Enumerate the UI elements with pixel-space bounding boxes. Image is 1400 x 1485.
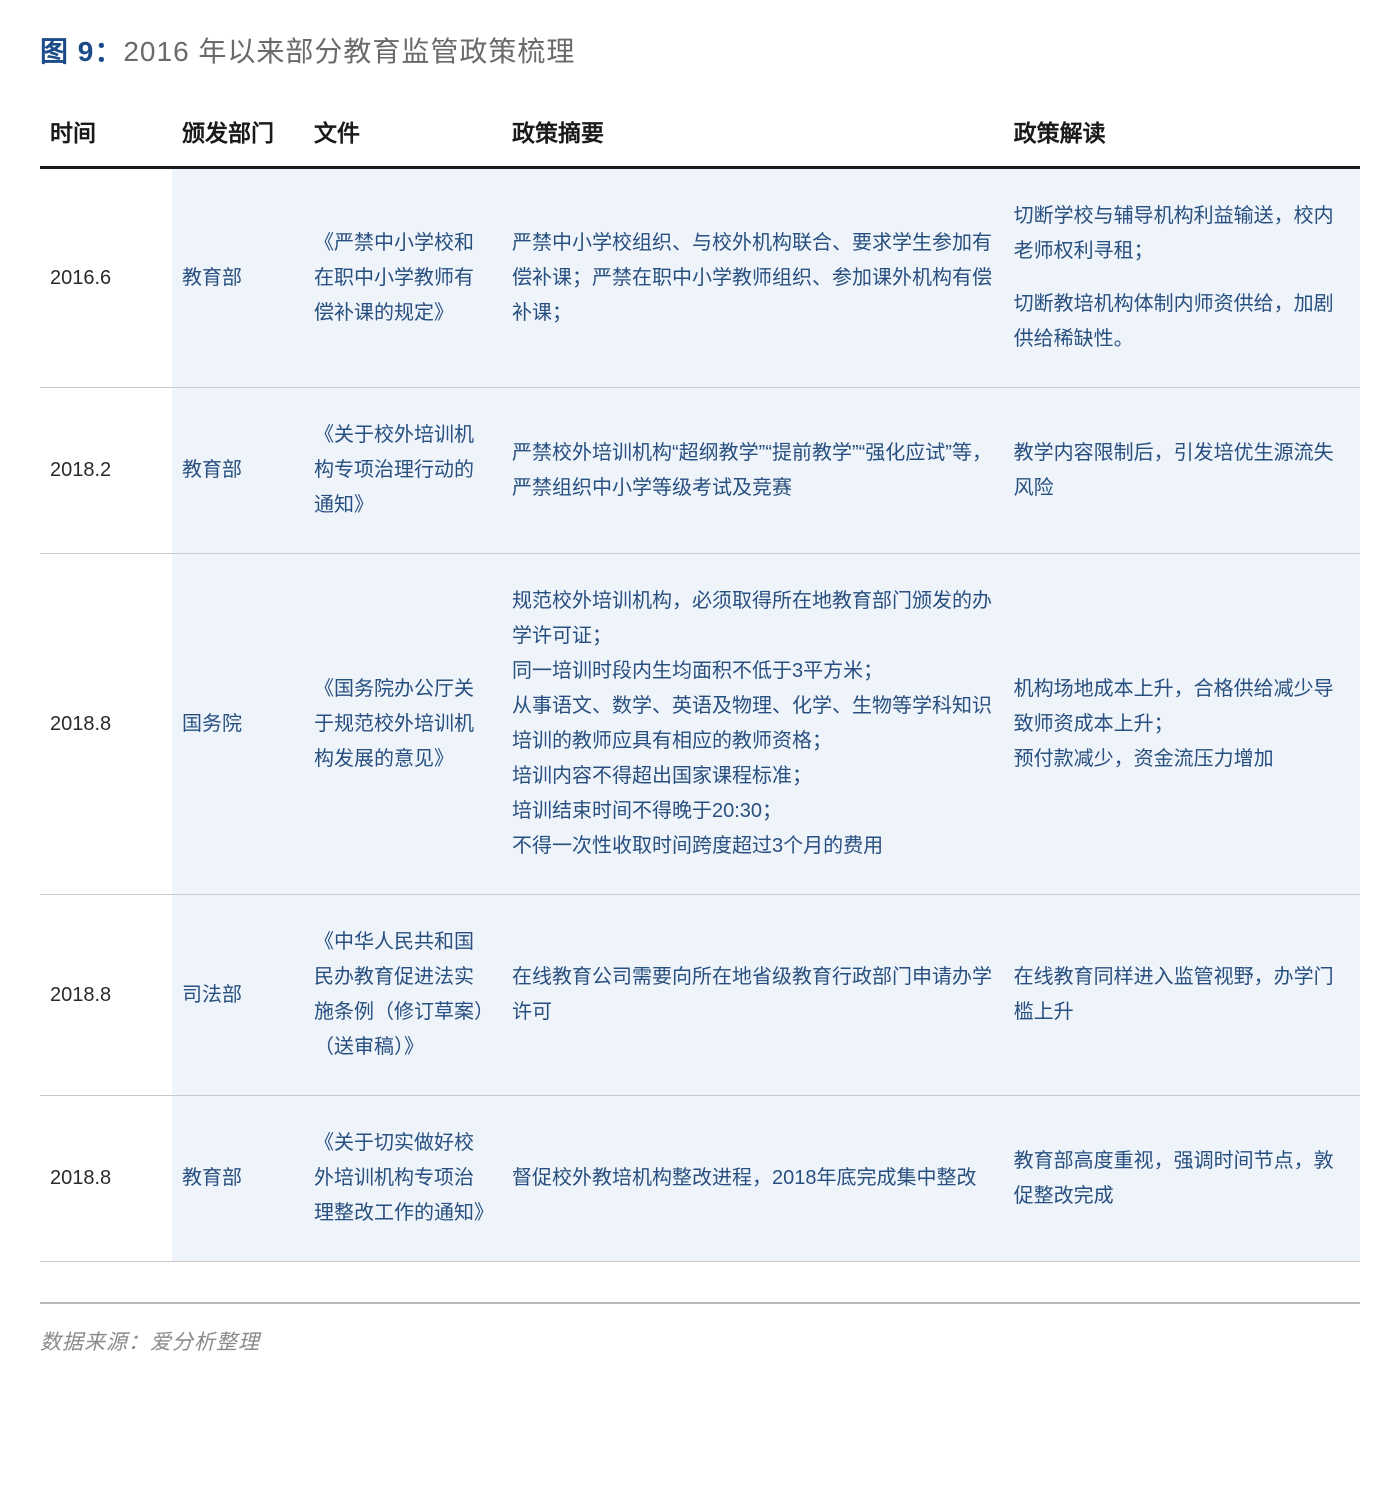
figure-number: 图 9： xyxy=(40,36,123,67)
interp-line: 预付款减少，资金流压力增加 xyxy=(1014,748,1274,770)
table-header-row: 时间 颁发部门 文件 政策摘要 政策解读 xyxy=(40,98,1360,168)
cell-doc: 《关于切实做好校外培训机构专项治理整改工作的通知》 xyxy=(304,1096,502,1262)
cell-summary: 督促校外教培机构整改进程，2018年底完成集中整改 xyxy=(502,1096,1004,1262)
figure-caption: 2016 年以来部分教育监管政策梳理 xyxy=(123,36,575,67)
col-header-time: 时间 xyxy=(40,98,172,168)
col-header-summary: 政策摘要 xyxy=(502,98,1004,168)
cell-summary: 在线教育公司需要向所在地省级教育行政部门申请办学许可 xyxy=(502,895,1004,1096)
cell-dept: 国务院 xyxy=(172,554,304,895)
cell-interp: 教学内容限制后，引发培优生源流失风险 xyxy=(1004,388,1360,554)
cell-dept: 教育部 xyxy=(172,168,304,388)
cell-doc: 《严禁中小学校和在职中小学教师有偿补课的规定》 xyxy=(304,168,502,388)
footer-separator xyxy=(40,1302,1360,1304)
cell-time: 2018.8 xyxy=(40,895,172,1096)
col-header-dept: 颁发部门 xyxy=(172,98,304,168)
table-row: 2018.8 司法部 《中华人民共和国民办教育促进法实施条例（修订草案）（送审稿… xyxy=(40,895,1360,1096)
interp-line: 切断教培机构体制内师资供给，加剧供给稀缺性。 xyxy=(1014,293,1334,350)
table-row: 2018.8 教育部 《关于切实做好校外培训机构专项治理整改工作的通知》 督促校… xyxy=(40,1096,1360,1262)
col-header-interp: 政策解读 xyxy=(1004,98,1360,168)
cell-doc: 《中华人民共和国民办教育促进法实施条例（修订草案）（送审稿）》 xyxy=(304,895,502,1096)
cell-doc: 《国务院办公厅关于规范校外培训机构发展的意见》 xyxy=(304,554,502,895)
cell-summary: 规范校外培训机构，必须取得所在地教育部门颁发的办学许可证；同一培训时段内生均面积… xyxy=(502,554,1004,895)
cell-dept: 教育部 xyxy=(172,388,304,554)
interp-line: 切断学校与辅导机构利益输送，校内老师权利寻租； xyxy=(1014,205,1334,262)
cell-doc: 《关于校外培训机构专项治理行动的通知》 xyxy=(304,388,502,554)
table-row: 2018.8 国务院 《国务院办公厅关于规范校外培训机构发展的意见》 规范校外培… xyxy=(40,554,1360,895)
cell-time: 2018.2 xyxy=(40,388,172,554)
table-row: 2016.6 教育部 《严禁中小学校和在职中小学教师有偿补课的规定》 严禁中小学… xyxy=(40,168,1360,388)
cell-interp: 机构场地成本上升，合格供给减少导致师资成本上升； 预付款减少，资金流压力增加 xyxy=(1004,554,1360,895)
figure-title: 图 9：2016 年以来部分教育监管政策梳理 xyxy=(40,30,1360,70)
cell-interp: 教育部高度重视，强调时间节点，敦促整改完成 xyxy=(1004,1096,1360,1262)
cell-time: 2018.8 xyxy=(40,554,172,895)
policy-table: 时间 颁发部门 文件 政策摘要 政策解读 2016.6 教育部 《严禁中小学校和… xyxy=(40,98,1360,1262)
cell-time: 2018.8 xyxy=(40,1096,172,1262)
cell-dept: 司法部 xyxy=(172,895,304,1096)
cell-time: 2016.6 xyxy=(40,168,172,388)
cell-interp: 切断学校与辅导机构利益输送，校内老师权利寻租； 切断教培机构体制内师资供给，加剧… xyxy=(1004,168,1360,388)
cell-summary: 严禁校外培训机构“超纲教学”“提前教学”“强化应试”等，严禁组织中小学等级考试及… xyxy=(502,388,1004,554)
interp-line: 机构场地成本上升，合格供给减少导致师资成本上升； xyxy=(1014,678,1334,735)
cell-dept: 教育部 xyxy=(172,1096,304,1262)
data-source: 数据来源：爱分析整理 xyxy=(40,1326,1360,1356)
cell-summary: 严禁中小学校组织、与校外机构联合、要求学生参加有偿补课；严禁在职中小学教师组织、… xyxy=(502,168,1004,388)
table-row: 2018.2 教育部 《关于校外培训机构专项治理行动的通知》 严禁校外培训机构“… xyxy=(40,388,1360,554)
col-header-doc: 文件 xyxy=(304,98,502,168)
cell-interp: 在线教育同样进入监管视野，办学门槛上升 xyxy=(1004,895,1360,1096)
